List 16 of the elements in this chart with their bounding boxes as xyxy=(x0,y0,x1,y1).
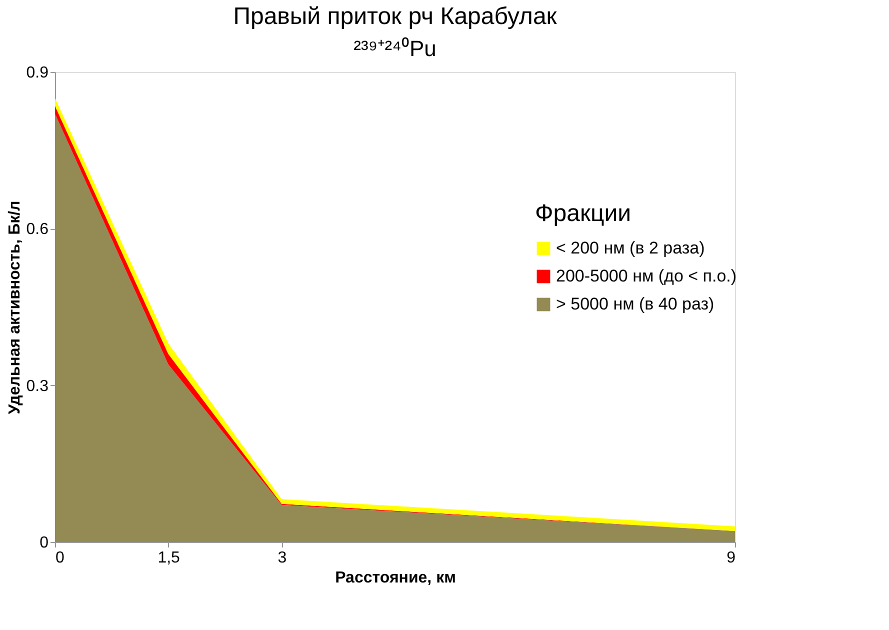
x-tick-label: 9 xyxy=(726,550,736,566)
y-tick-label: 0.3 xyxy=(26,378,49,395)
x-tick-label: 0 xyxy=(56,550,64,566)
chart-subtitle: ²³⁹⁺²⁴⁰Pu xyxy=(354,36,436,61)
x-tick-label: 1,5 xyxy=(158,550,180,566)
y-tick-label: 0.6 xyxy=(26,221,49,238)
y-tick-label: 0 xyxy=(40,534,49,552)
y-axis-title: Удельная активность, Бк/л xyxy=(6,200,24,414)
chart-title: Правый приток рч Карабулак xyxy=(233,3,558,30)
legend-label: 200-5000 нм (до < п.о.) xyxy=(556,266,737,286)
legend-title: Фракции xyxy=(535,200,631,227)
legend-label: > 5000 нм (в 40 раз) xyxy=(556,294,714,314)
y-tick-label: 0.9 xyxy=(26,64,49,82)
x-axis-title: Расстояние, км xyxy=(335,570,456,586)
x-tick-label: 3 xyxy=(278,550,287,566)
legend-label: < 200 нм (в 2 раза) xyxy=(556,238,705,258)
